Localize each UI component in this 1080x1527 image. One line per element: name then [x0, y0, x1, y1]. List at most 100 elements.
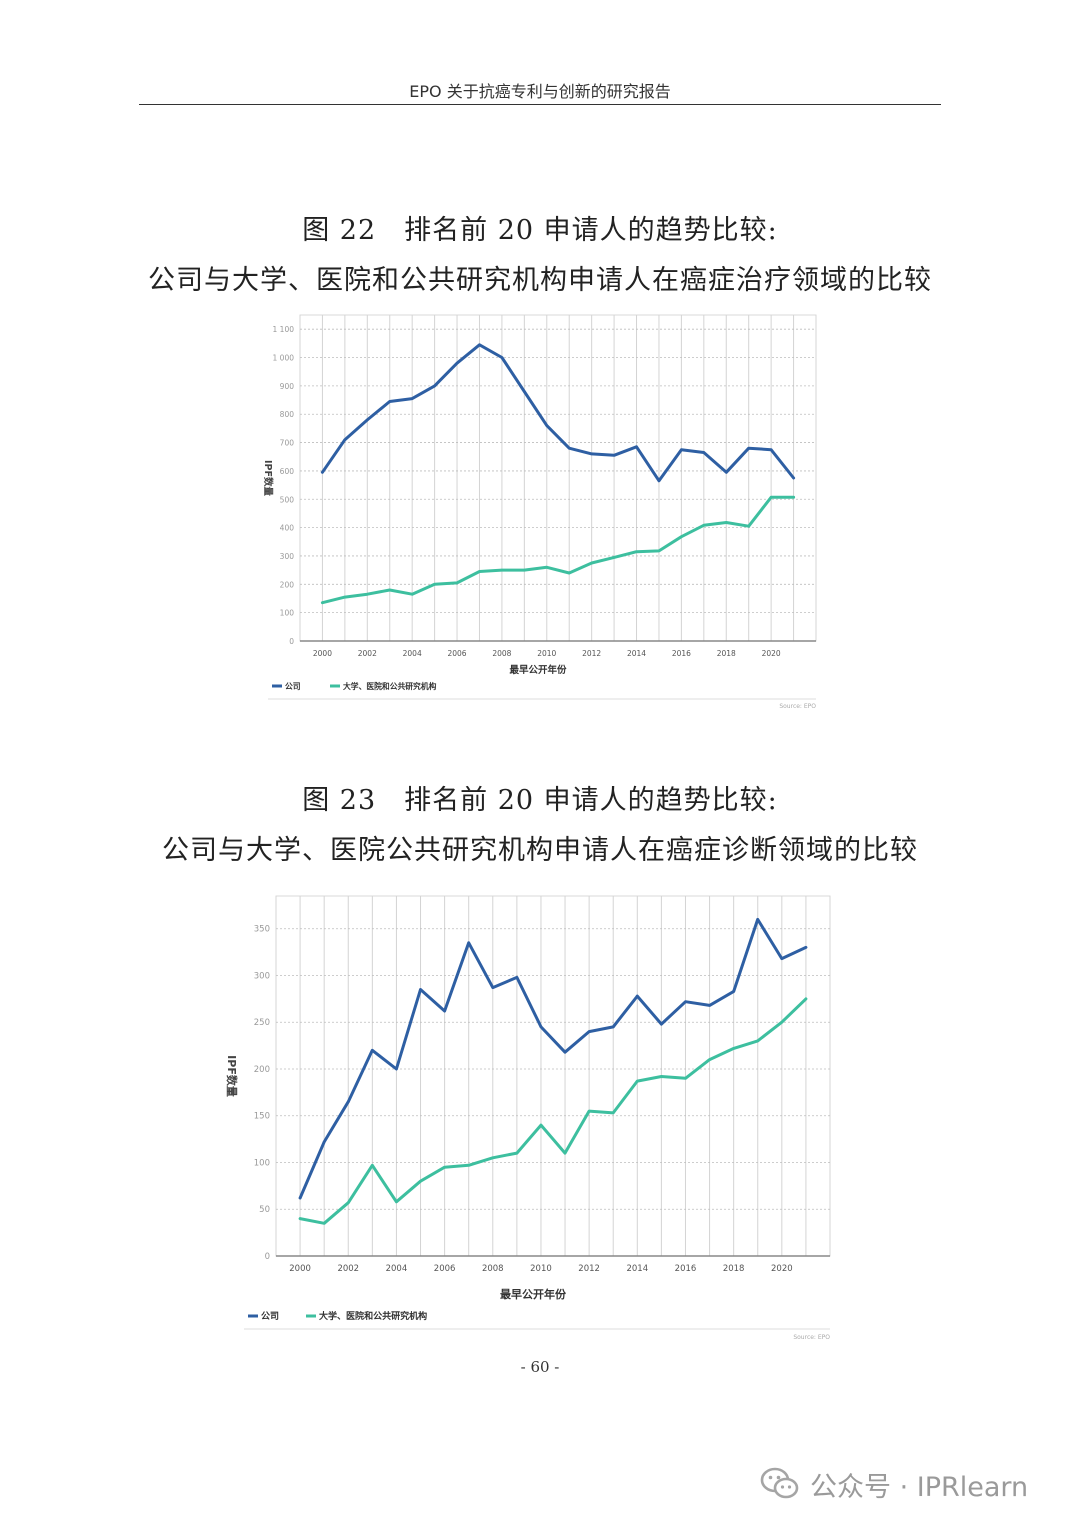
x-tick-label: 2010	[530, 1264, 552, 1274]
y-tick-label: 700	[280, 439, 295, 448]
x-tick-label: 2008	[492, 649, 511, 658]
data-point	[657, 479, 661, 483]
data-point	[725, 471, 728, 474]
y-tick-label: 800	[280, 410, 295, 419]
data-point	[371, 1049, 374, 1052]
data-point	[612, 1111, 615, 1115]
data-point	[433, 583, 436, 586]
x-tick-label: 2012	[578, 1264, 600, 1274]
figure-23-title-line2: 公司与大学、医院公共研究机构申请人在癌症诊断领域的比较	[162, 835, 918, 866]
data-point	[635, 445, 638, 449]
data-point	[747, 447, 750, 450]
y-tick-label: 100	[280, 609, 295, 618]
data-point	[612, 556, 616, 559]
x-tick-label: 2004	[403, 649, 422, 658]
data-point	[660, 1075, 663, 1078]
data-point	[635, 550, 638, 553]
data-point	[366, 593, 369, 596]
data-point	[587, 1109, 591, 1113]
data-point	[545, 424, 548, 427]
legend-label: 公司	[285, 682, 301, 691]
x-tick-label: 2012	[582, 649, 601, 658]
y-tick-label: 1 100	[273, 325, 295, 334]
x-tick-label: 2020	[771, 1264, 793, 1274]
data-point	[347, 1100, 350, 1103]
x-axis-label: 最早公开年份	[500, 1287, 567, 1301]
plot-area	[299, 314, 817, 642]
figure-22-title-line1: 图 22 排名前 20 申请人的趋势比较:	[302, 215, 778, 246]
data-point	[467, 1164, 470, 1167]
data-point	[539, 1123, 543, 1127]
y-tick-label: 300	[254, 971, 270, 981]
data-point	[636, 994, 639, 998]
x-tick-label: 2020	[762, 649, 781, 658]
watermark-text: 公众号 · IPRlearn	[810, 1471, 1029, 1503]
x-tick-label: 2018	[723, 1264, 745, 1274]
data-point	[756, 918, 759, 921]
data-point	[590, 561, 593, 565]
data-point	[419, 1179, 422, 1183]
data-point	[395, 1067, 398, 1071]
y-tick-label: 350	[254, 925, 270, 935]
legend-label: 大学、医院和公共研究机构	[343, 681, 437, 691]
y-tick-label: 150	[254, 1112, 270, 1122]
x-tick-label: 2002	[358, 649, 377, 658]
figure-23-title-line1: 图 23 排名前 20 申请人的趋势比较:	[302, 785, 778, 816]
data-point	[792, 496, 795, 499]
y-tick-label: 250	[254, 1018, 270, 1028]
x-tick-label: 2018	[717, 649, 736, 658]
data-point	[680, 448, 683, 451]
data-point	[491, 986, 494, 989]
data-point	[636, 1079, 639, 1083]
data-point	[515, 976, 519, 979]
source-label: Source: EPO	[793, 1334, 830, 1341]
data-point	[568, 571, 571, 575]
x-tick-label: 2014	[626, 1264, 648, 1274]
data-point	[500, 568, 504, 572]
data-point	[347, 1201, 350, 1204]
x-tick-label: 2016	[675, 1264, 697, 1274]
x-axis-label: 最早公开年份	[509, 664, 567, 676]
data-point	[747, 524, 750, 528]
x-tick-label: 2006	[447, 649, 466, 658]
data-point	[371, 1164, 374, 1167]
data-point	[780, 1021, 784, 1024]
data-point	[539, 1025, 543, 1029]
data-point	[780, 957, 784, 960]
data-point	[804, 946, 808, 949]
x-tick-label: 2016	[672, 649, 691, 658]
data-point	[563, 1050, 567, 1054]
series-line-company	[320, 343, 796, 483]
data-point	[756, 1039, 759, 1043]
legend-label: 公司	[261, 1311, 279, 1322]
data-point	[568, 447, 571, 450]
data-point	[410, 593, 414, 596]
data-point	[455, 581, 459, 585]
y-tick-label: 0	[265, 1252, 270, 1262]
data-point	[660, 1022, 663, 1026]
y-tick-label: 300	[280, 552, 295, 561]
data-point	[478, 570, 481, 573]
wechat-icon	[760, 1467, 799, 1499]
data-point	[478, 343, 481, 346]
data-point	[388, 588, 391, 592]
data-point	[433, 384, 436, 388]
data-point	[322, 1222, 326, 1225]
data-point	[732, 1047, 735, 1050]
y-axis-label: IPF数量	[225, 1055, 239, 1097]
x-tick-label: 2008	[482, 1264, 504, 1274]
data-point	[410, 397, 414, 400]
data-point	[515, 1151, 519, 1155]
watermark: 公众号 · IPRlearn	[760, 1462, 1028, 1506]
data-point	[732, 990, 735, 993]
legend-label: 大学、医院和公共研究机构	[319, 1310, 427, 1322]
data-point	[395, 1200, 398, 1203]
data-point	[321, 601, 324, 604]
data-point	[702, 524, 706, 527]
y-tick-label: 200	[280, 580, 295, 589]
x-tick-label: 2010	[537, 649, 556, 658]
series-line-company	[298, 917, 808, 1200]
chart-figure-23: 0 50 100 150 200 250 300 350 2000 2002 2004 2006 200…	[225, 895, 831, 1341]
data-point	[523, 390, 526, 393]
y-tick-label: 200	[254, 1065, 270, 1075]
